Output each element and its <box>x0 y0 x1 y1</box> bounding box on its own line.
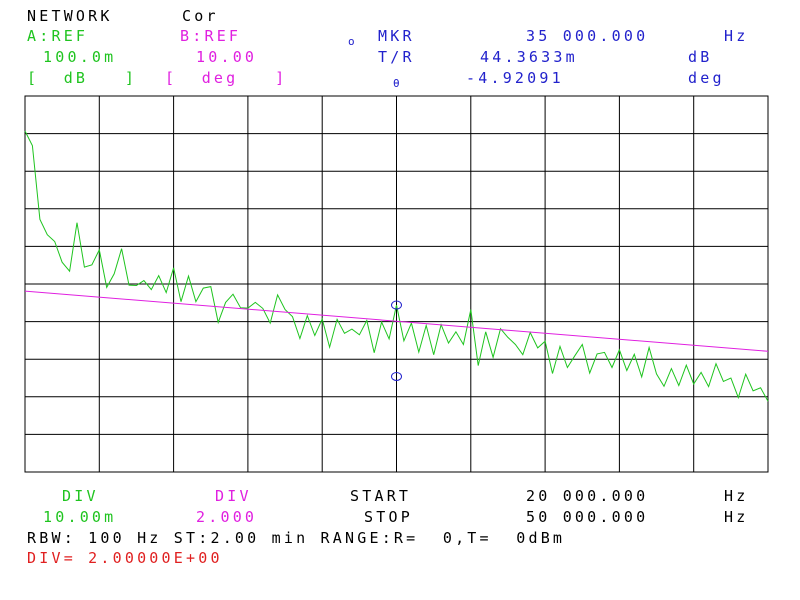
stop-frequency-unit: Hz <box>724 508 749 526</box>
mode-label: NETWORK <box>27 7 113 25</box>
div-b-value: 2.000 <box>196 508 258 526</box>
stop-label: STOP <box>364 508 413 526</box>
traces <box>24 130 769 402</box>
div-b-label: DIV <box>215 487 252 505</box>
trace-a-ref-value: 100.0m <box>43 48 117 66</box>
trace-a-line <box>24 130 769 402</box>
div-a-value: 10.00m <box>43 508 117 526</box>
marker-label: MKR <box>378 27 415 45</box>
marker-frequency: 35 000.000 <box>526 27 649 45</box>
graticule-lines <box>25 96 768 472</box>
markers <box>391 300 402 381</box>
marker-a-icon <box>391 300 402 310</box>
tr-value: 44.3633m <box>480 48 578 66</box>
trace-a-unit: [ dB ] <box>27 69 138 87</box>
start-label: START <box>350 487 412 505</box>
marker-symbol-icon: o <box>348 35 355 48</box>
status-line: RBW: 100 Hz ST:2.00 min RANGE:R= 0,T= 0d… <box>27 529 566 547</box>
trace-a-label: A:REF <box>27 27 89 45</box>
tr-unit: dB <box>688 48 713 66</box>
trace-b-ref-value: 10.00 <box>196 48 258 66</box>
stop-frequency: 50 000.000 <box>526 508 649 526</box>
div-a-label: DIV <box>62 487 99 505</box>
tr-label: T/R <box>378 48 415 66</box>
theta-value: -4.92091 <box>466 69 564 87</box>
trace-b-label: B:REF <box>180 27 242 45</box>
marker-frequency-unit: Hz <box>724 27 749 45</box>
div-entry-line[interactable]: DIV= 2.00000E+00 <box>27 549 223 567</box>
start-frequency-unit: Hz <box>724 487 749 505</box>
theta-unit: deg <box>688 69 725 87</box>
correction-label: Cor <box>182 7 219 25</box>
theta-icon: θ <box>393 77 400 90</box>
marker-b-icon <box>391 371 402 381</box>
trace-b-unit: [ deg ] <box>165 69 288 87</box>
trace-b-line <box>24 290 769 352</box>
start-frequency: 20 000.000 <box>526 487 649 505</box>
